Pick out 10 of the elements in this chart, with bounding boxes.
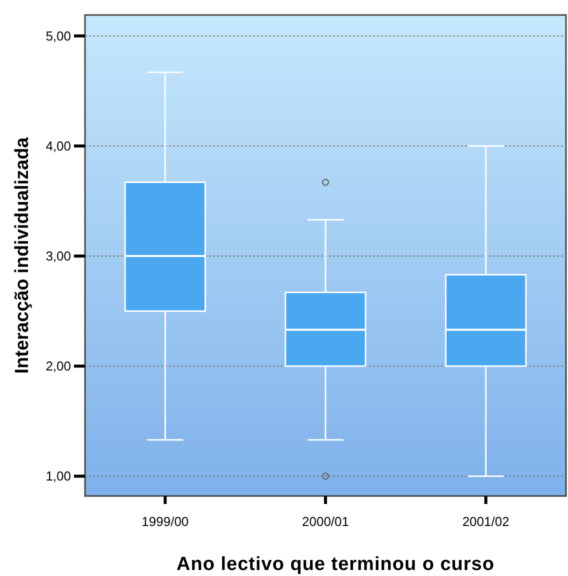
x-tick-label: 2000/01 [302, 514, 349, 529]
x-axis-title: Ano lectivo que terminou o curso [176, 554, 494, 575]
x-tick-label: 1999/00 [142, 514, 189, 529]
y-tick-label: 2,00 [46, 358, 71, 374]
x-tick-label: 2001/02 [462, 514, 510, 529]
y-axis-title: Interacção individualizada [12, 136, 33, 374]
y-tick-label: 1,00 [46, 468, 71, 484]
y-tick-label: 5,00 [46, 28, 71, 44]
y-tick-label: 3,00 [46, 248, 71, 264]
y-tick-label: 4,00 [46, 138, 71, 154]
